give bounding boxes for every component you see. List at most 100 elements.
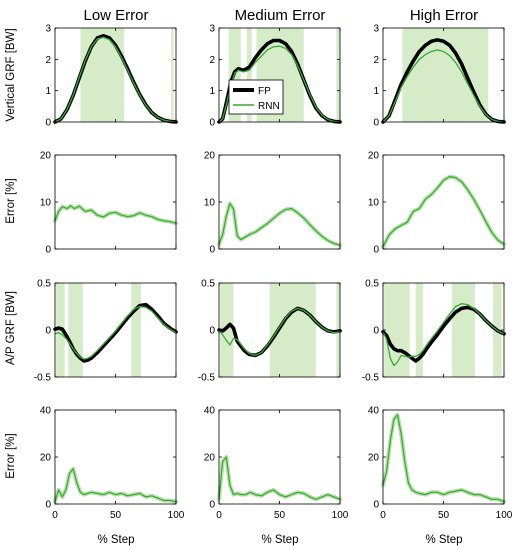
panels: 0 1 2 3 0 1 2 3 0 1 2 3 0 10 20 0 10 20 0 10 20 -0.5 0 0.5 -0.5 0… <box>34 24 513 522</box>
y-tick-label: 2 <box>209 55 215 66</box>
x-tick-label: 0 <box>380 510 386 521</box>
significance-band <box>336 28 340 122</box>
x-tick-label: 50 <box>110 510 122 521</box>
xlabel-col1: % Step <box>97 534 134 546</box>
column-title-low-error: Low Error <box>83 7 148 24</box>
y-tick-label: 1 <box>373 86 379 97</box>
panel-r1-c0: 0 10 20 <box>40 151 178 256</box>
significance-band <box>220 283 234 377</box>
x-tick-label: 0 <box>216 510 222 521</box>
significance-band <box>68 283 83 377</box>
x-tick-label: 100 <box>332 510 349 521</box>
y-tick-label: 0 <box>373 118 379 129</box>
y-tick-label: 0.5 <box>365 279 379 290</box>
significance-band <box>171 28 174 122</box>
y-tick-label: 0 <box>45 500 51 511</box>
x-tick-label: 50 <box>274 510 286 521</box>
y-tick-label: 0.5 <box>201 279 215 290</box>
axes-frame <box>54 154 177 250</box>
y-tick-label: 10 <box>204 198 216 209</box>
axes-frame <box>218 409 341 505</box>
column-title-medium-error: Medium Error <box>235 7 326 24</box>
ylabel-vertical-grf: Vertical GRF [BW] <box>5 28 17 121</box>
y-tick-label: 0 <box>373 245 379 256</box>
y-tick-label: -0.5 <box>34 373 52 384</box>
error-line <box>54 205 177 224</box>
panel-r1-c1: 0 10 20 <box>204 151 342 256</box>
error-line <box>218 456 341 500</box>
y-tick-label: 0 <box>209 326 215 337</box>
panel-r2-c1: -0.5 0 0.5 <box>198 279 342 384</box>
y-tick-label: 20 <box>204 151 216 162</box>
series-rnn-line <box>218 45 341 123</box>
y-tick-label: 1 <box>45 86 51 97</box>
axes-frame <box>54 409 177 505</box>
legend-fp-label: FP <box>258 86 271 97</box>
y-tick-label: 40 <box>40 406 52 417</box>
y-tick-label: 20 <box>40 453 52 464</box>
y-tick-label: 0 <box>45 245 51 256</box>
series-rnn-line <box>382 49 505 123</box>
y-tick-label: 0.5 <box>37 279 51 290</box>
y-tick-label: 0 <box>209 118 215 129</box>
panel-r2-c2: -0.5 0 0.5 <box>362 279 506 384</box>
ylabel-ap-grf: A/P GRF [BW] <box>5 291 17 365</box>
error-band <box>53 466 178 504</box>
error-band <box>381 174 506 249</box>
x-tick-label: 50 <box>438 510 450 521</box>
panel-r0-c0: 0 1 2 3 <box>45 24 178 129</box>
y-tick-label: 10 <box>40 198 52 209</box>
legend-rnn-label: RNN <box>258 101 280 112</box>
series-rnn-line <box>54 305 177 360</box>
series-rnn-line <box>218 307 341 357</box>
y-tick-label: 20 <box>368 151 380 162</box>
y-tick-label: 0 <box>45 326 51 337</box>
error-line <box>218 202 341 246</box>
significance-band <box>415 283 423 377</box>
panel-r3-c2: 0 20 40 0 50 100 <box>368 406 513 522</box>
legend: FP RNN <box>228 79 284 115</box>
ylabel-error-ap: Error [%] <box>5 433 17 478</box>
y-tick-label: 3 <box>209 24 215 35</box>
y-tick-label: 1 <box>209 86 215 97</box>
error-band <box>53 203 178 226</box>
y-tick-label: 2 <box>373 55 379 66</box>
series-fp-line <box>53 302 178 363</box>
significance-band <box>451 283 475 377</box>
panel-r1-c2: 0 10 20 <box>368 151 506 256</box>
series-rnn-line <box>54 36 177 123</box>
y-tick-label: 0 <box>45 118 51 129</box>
y-tick-label: 20 <box>204 453 216 464</box>
y-tick-label: -0.5 <box>198 373 216 384</box>
panel-r3-c1: 0 20 40 0 50 100 <box>204 406 349 522</box>
ylabel-error-vertical: Error [%] <box>5 178 17 223</box>
y-tick-label: 40 <box>368 406 380 417</box>
y-tick-label: 3 <box>45 24 51 35</box>
y-tick-label: 10 <box>368 198 380 209</box>
legend-box <box>228 79 284 115</box>
series-rnn-line <box>382 303 505 367</box>
significance-band <box>131 283 141 377</box>
xlabel-col3: % Step <box>425 534 462 546</box>
y-tick-label: 0 <box>209 245 215 256</box>
significance-band <box>80 28 124 122</box>
y-tick-label: 40 <box>204 406 216 417</box>
y-tick-label: 20 <box>368 453 380 464</box>
significance-band <box>384 283 410 377</box>
y-tick-label: 0 <box>373 500 379 511</box>
error-line <box>382 176 505 247</box>
y-tick-label: 0 <box>373 326 379 337</box>
x-tick-label: 100 <box>496 510 513 521</box>
y-tick-label: 3 <box>373 24 379 35</box>
error-band <box>217 201 342 248</box>
y-tick-label: 0 <box>209 500 215 511</box>
column-title-high-error: High Error <box>410 7 478 24</box>
panel-r2-c0: -0.5 0 0.5 <box>34 279 178 384</box>
axes-frame <box>382 154 505 250</box>
y-tick-label: -0.5 <box>362 373 380 384</box>
y-tick-label: 2 <box>45 55 51 66</box>
error-band <box>381 412 506 504</box>
x-tick-label: 0 <box>52 510 58 521</box>
panel-r0-c2: 0 1 2 3 <box>373 24 506 129</box>
